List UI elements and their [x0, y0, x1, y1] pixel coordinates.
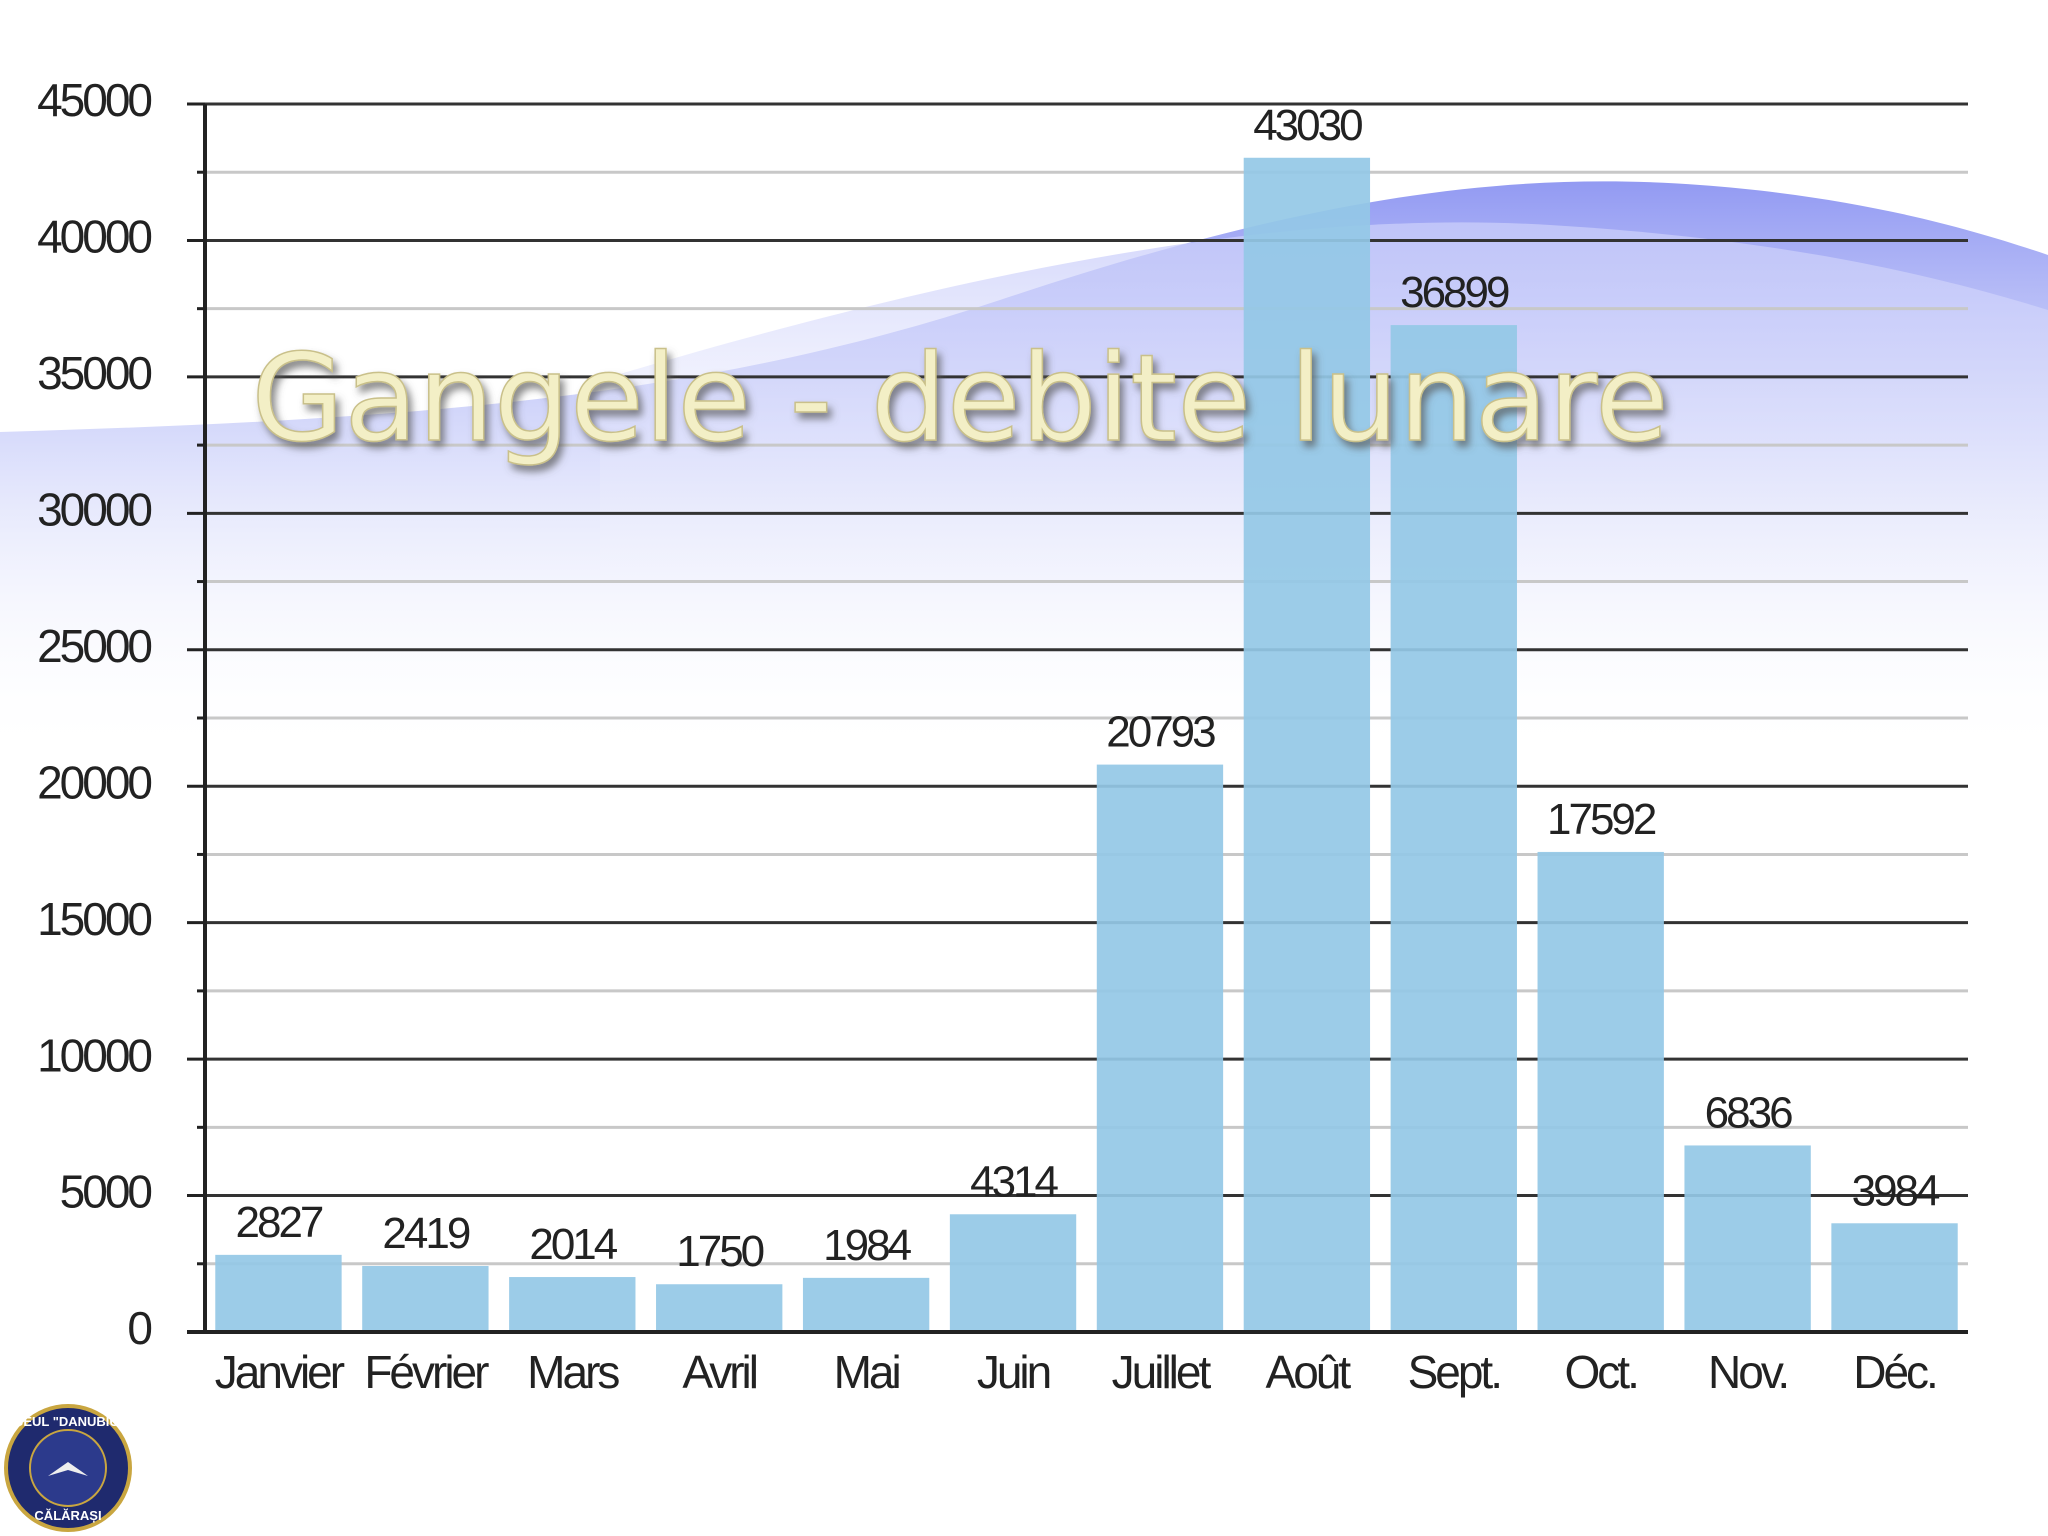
data-label: 3984 [1852, 1166, 1940, 1215]
x-tick-label: Déc. [1853, 1346, 1936, 1398]
data-label: 20793 [1106, 708, 1215, 757]
bar [949, 1214, 1077, 1332]
bar [215, 1254, 342, 1332]
data-label: 2419 [382, 1209, 469, 1258]
x-tick-label: Février [364, 1346, 489, 1398]
logo: LICEUL "DANUBIUS" CĂLĂRAȘI [2, 1404, 134, 1532]
bar [1831, 1223, 1958, 1332]
bar [362, 1265, 489, 1332]
x-tick-label: Avril [682, 1346, 756, 1398]
data-label: 1984 [823, 1221, 911, 1270]
bar [1684, 1145, 1811, 1332]
data-label: 17592 [1547, 795, 1656, 844]
logo-name: LICEUL "DANUBIUS" [2, 1414, 133, 1429]
chart-title: Gangele - debite lunare [251, 330, 1668, 469]
data-label: 36899 [1400, 268, 1509, 317]
y-tick-label: 10000 [37, 1029, 151, 1081]
y-tick-label: 45000 [37, 74, 151, 126]
x-tick-label: Juin [977, 1346, 1050, 1398]
y-tick-label: 5000 [60, 1166, 152, 1218]
y-tick-label: 30000 [37, 483, 151, 535]
x-tick-label: Mai [834, 1346, 900, 1398]
x-tick-label: Janvier [215, 1346, 345, 1398]
bar [656, 1284, 783, 1332]
bar [1537, 851, 1664, 1332]
data-label: 43030 [1253, 101, 1362, 150]
plot-area: 0 5000 10000 15000 20000 25000 30000 35000 40000… [37, 74, 1968, 1398]
y-tick-label: 40000 [37, 211, 151, 263]
x-tick-label: Sept. [1408, 1346, 1500, 1398]
bar [1390, 325, 1517, 1333]
x-tick-label: Juillet [1112, 1346, 1212, 1398]
data-label: 2827 [236, 1198, 323, 1247]
data-label: 2014 [529, 1220, 617, 1269]
x-tick-label: Oct. [1565, 1346, 1637, 1398]
x-tick-label: Nov. [1708, 1346, 1787, 1398]
x-tick-label: Mars [527, 1346, 619, 1398]
bar [1096, 764, 1224, 1332]
y-tick-label: 35000 [37, 347, 151, 399]
logo-city: CĂLĂRAȘI [34, 1508, 101, 1523]
bar [1243, 157, 1371, 1332]
bar [802, 1277, 930, 1332]
x-tick-label: Août [1266, 1346, 1352, 1398]
y-tick-label: 25000 [37, 620, 151, 672]
data-label: 6836 [1705, 1088, 1792, 1137]
data-label: 4314 [970, 1157, 1058, 1206]
y-tick-label: 20000 [37, 756, 151, 808]
background [0, 181, 2048, 760]
bar [509, 1277, 636, 1332]
data-label: 1750 [676, 1227, 763, 1276]
y-tick-label: 0 [127, 1302, 151, 1354]
y-tick-label: 15000 [37, 893, 151, 945]
